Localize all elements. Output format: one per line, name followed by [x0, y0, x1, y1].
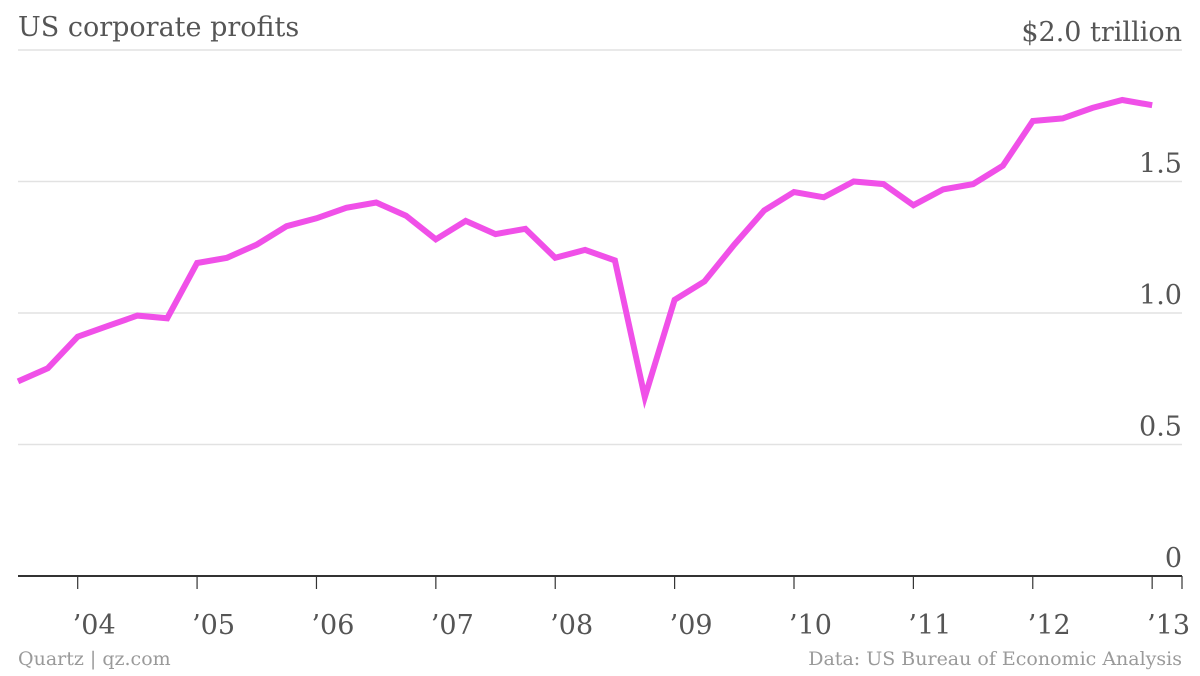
- x-tick-label: ’08: [550, 610, 593, 641]
- y-tick-label: 1.0: [1139, 280, 1182, 311]
- y-tick-label: 1.5: [1139, 149, 1182, 180]
- x-tick-label: ’04: [73, 610, 116, 641]
- x-tick-label: ’13: [1147, 610, 1190, 641]
- x-tick-label: ’05: [192, 610, 235, 641]
- source-text: Data: US Bureau of Economic Analysis: [808, 648, 1182, 670]
- chart-title: US corporate profits: [18, 12, 300, 43]
- series-line: [16, 96, 1153, 410]
- y-tick-label: 0.5: [1139, 412, 1182, 443]
- x-tick-label: ’12: [1028, 610, 1071, 641]
- x-tick-label: ’07: [431, 610, 474, 641]
- x-tick-label: ’06: [311, 610, 354, 641]
- x-tick-label: ’10: [789, 610, 832, 641]
- credit-text: Quartz | qz.com: [18, 648, 171, 670]
- y-tick-label: 0: [1165, 543, 1182, 574]
- x-tick-label: ’09: [670, 610, 713, 641]
- y-tick-label: $2.0 trillion: [1021, 17, 1182, 48]
- x-tick-label: ’11: [908, 610, 951, 641]
